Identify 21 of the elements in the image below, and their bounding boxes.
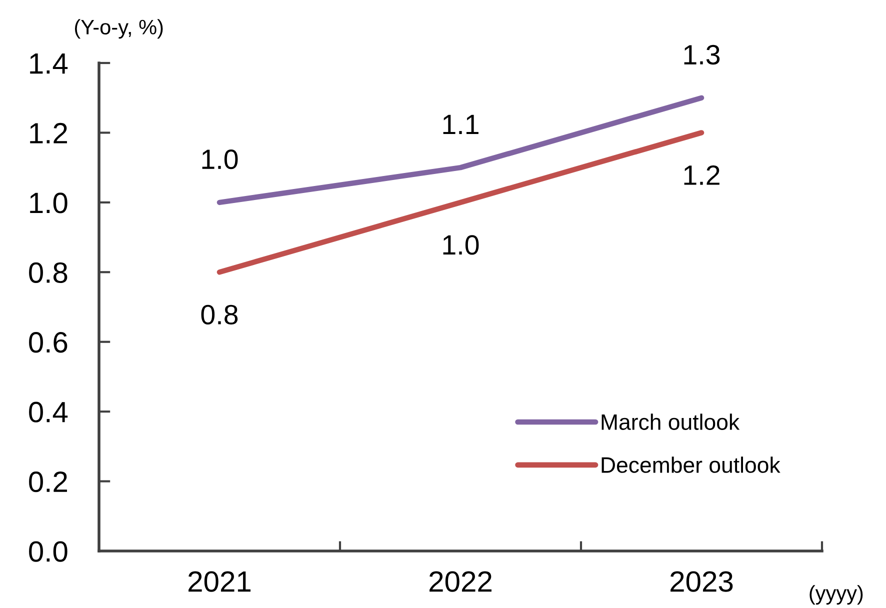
y-tick-label: 1.0	[30, 192, 68, 214]
legend-label: March outlook	[602, 414, 740, 430]
y-tick-label: 0.4	[29, 402, 68, 422]
y-tick-label: 0.8	[29, 262, 68, 283]
data-label: 0.8	[201, 304, 238, 324]
x-axis-title: (yyyy)	[810, 585, 863, 605]
x-tick-label: 2022	[430, 571, 492, 592]
y-tick-label: 0.6	[29, 332, 68, 353]
x-tick-label: 2023	[670, 571, 733, 592]
data-label: 1.2	[684, 165, 720, 185]
legend-label: December outlook	[602, 456, 780, 473]
x-tick-label: 2021	[188, 571, 251, 592]
data-label: 1.0	[443, 235, 479, 255]
y-tick-label: 0.2	[29, 471, 67, 492]
data-label: 1.3	[684, 44, 720, 65]
data-label: 1.0	[202, 149, 238, 170]
data-label: 1.1	[443, 114, 478, 134]
y-tick-label: 1.4	[30, 54, 68, 74]
y-tick-label: 0.0	[29, 541, 68, 562]
y-axis-title: (Y-o-y, %)	[74, 19, 163, 39]
y-tick-label: 1.2	[30, 122, 67, 144]
